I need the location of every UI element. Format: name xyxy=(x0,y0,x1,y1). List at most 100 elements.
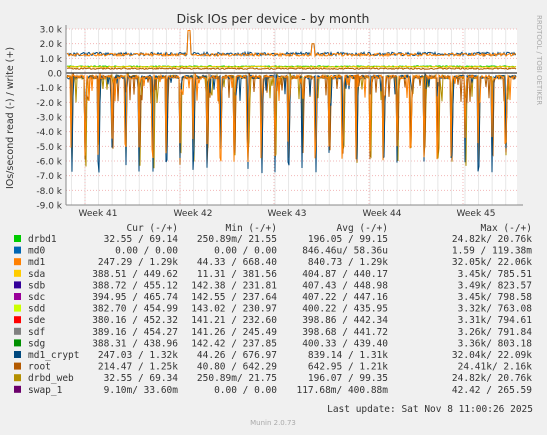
legend-avg-value: 196.07 / 99.35 xyxy=(308,373,388,384)
legend-min-value: 141.26 / 245.49 xyxy=(191,327,277,338)
rrdtool-credit: RRDTOOL / TOBI OETIKER xyxy=(535,15,543,105)
legend-max-value: 3.45k/ 785.51 xyxy=(458,269,533,280)
legend-max-value: 3.32k/ 763.08 xyxy=(458,304,533,315)
legend-max-value: 3.49k/ 823.57 xyxy=(458,280,532,291)
legend-cur-value: 247.29 / 1.29k xyxy=(98,257,178,268)
legend-avg-value: 846.46u/ 58.36u xyxy=(302,246,388,257)
legend-swatch xyxy=(14,362,21,370)
legend-series-name: sde xyxy=(28,315,45,326)
legend-avg-value: 407.22 / 447.16 xyxy=(302,292,388,303)
y-tick-label: -9.0 k xyxy=(36,202,62,212)
write-trace xyxy=(66,67,517,70)
legend-cur-value: 380.16 / 452.32 xyxy=(92,315,178,326)
legend-swatch xyxy=(14,293,21,300)
legend-min-value: 143.02 / 230.97 xyxy=(191,304,277,315)
legend-max-value: 3.36k/ 803.18 xyxy=(458,338,533,349)
legend-avg-value: 117.68m/ 400.88m xyxy=(296,385,388,396)
legend-series-name: sdf xyxy=(28,327,45,338)
legend-cur-value: 382.70 / 454.99 xyxy=(92,304,178,315)
y-tick-label: 2.0 k xyxy=(40,40,63,50)
y-axis-label: IOs/second read (-) / write (+) xyxy=(5,47,16,189)
x-tick-label: Week 43 xyxy=(268,209,307,219)
legend-swatch xyxy=(14,385,21,393)
legend-cur-value: 32.55 / 69.14 xyxy=(104,234,179,245)
legend-series-name: swap_1 xyxy=(28,385,63,396)
legend-avg-value: 407.43 / 448.98 xyxy=(302,280,388,291)
legend-swatch xyxy=(14,327,21,335)
y-tick-label: -3.0 k xyxy=(36,114,62,124)
chart-title: Disk IOs per device - by month xyxy=(177,11,370,26)
legend-cur-value: 214.47 / 1.25k xyxy=(98,362,178,373)
y-tick-label: -7.0 k xyxy=(36,172,62,182)
legend-series-name: sdg xyxy=(28,338,45,349)
legend-min-value: 141.21 / 232.60 xyxy=(191,315,277,326)
legend-cur-value: 394.95 / 465.74 xyxy=(92,292,178,303)
legend-min-value: 44.26 / 676.97 xyxy=(197,350,277,361)
legend-swatch xyxy=(14,246,21,254)
x-tick-label: Week 45 xyxy=(457,209,496,219)
read-trace xyxy=(66,72,517,163)
x-tick-label: Week 41 xyxy=(79,209,118,219)
legend-avg-value: 839.14 / 1.31k xyxy=(308,350,388,361)
legend-series-name: md1 xyxy=(28,257,45,268)
y-tick-label: 3.0 k xyxy=(40,26,63,36)
legend-series-name: drbd1 xyxy=(28,234,57,245)
axes xyxy=(65,25,523,206)
legend-swatch xyxy=(14,316,21,324)
legend-min-value: 142.42 / 237.85 xyxy=(191,338,277,349)
legend-max-value: 1.59 / 119.38m xyxy=(452,246,532,257)
y-tick-label: -8.0 k xyxy=(36,187,62,197)
legend-min-value: 44.33 / 668.40 xyxy=(197,257,277,268)
legend-header-cur: Cur (-/+) xyxy=(127,223,178,234)
legend-series-name: drbd_web xyxy=(28,373,74,384)
series-traces xyxy=(66,30,517,174)
legend-max-value: 3.45k/ 798.58 xyxy=(458,292,533,303)
y-tick-label: 1.0 k xyxy=(40,55,63,65)
legend-avg-value: 404.87 / 440.17 xyxy=(302,269,388,280)
write-trace xyxy=(66,65,517,69)
legend-max-value: 32.05k/ 22.06k xyxy=(452,257,532,268)
legend-swatch xyxy=(14,339,21,347)
y-tick-label: 0.0 xyxy=(48,70,63,80)
y-tick-label: -2.0 k xyxy=(36,99,62,109)
legend-max-value: 24.82k/ 20.76k xyxy=(452,234,532,245)
legend-cur-value: 388.31 / 438.96 xyxy=(92,338,178,349)
legend-cur-value: 389.16 / 454.27 xyxy=(92,327,178,338)
legend-min-value: 142.55 / 237.64 xyxy=(191,292,277,303)
x-axis-ticks: Week 41 Week 42 Week 43 Week 44 Week 45 xyxy=(79,209,496,219)
legend-min-value: 142.38 / 231.81 xyxy=(191,280,277,291)
legend-cur-value: 9.10m/ 33.60m xyxy=(104,385,179,396)
legend-series-name: sdd xyxy=(28,304,45,315)
legend-swatch xyxy=(14,235,21,242)
legend-max-value: 24.82k/ 20.76k xyxy=(452,373,532,384)
x-tick-label: Week 42 xyxy=(174,209,213,219)
legend-avg-value: 398.86 / 442.34 xyxy=(302,315,388,326)
legend-avg-value: 400.22 / 435.95 xyxy=(302,304,388,315)
y-tick-label: -1.0 k xyxy=(36,84,62,94)
legend-swatch xyxy=(14,258,21,266)
legend-swatch xyxy=(14,281,21,289)
legend-avg-value: 642.95 / 1.21k xyxy=(308,362,388,373)
legend-swatch xyxy=(14,304,21,312)
x-tick-label: Week 44 xyxy=(363,209,402,219)
legend-header-min: Min (-/+) xyxy=(226,223,277,234)
legend-cur-value: 388.72 / 455.12 xyxy=(92,280,178,291)
legend-avg-value: 398.68 / 441.72 xyxy=(302,327,388,338)
legend-min-value: 11.31 / 381.56 xyxy=(197,269,277,280)
y-tick-label: -6.0 k xyxy=(36,158,62,168)
legend-cur-value: 388.51 / 449.62 xyxy=(92,269,178,280)
legend-swatch xyxy=(14,351,21,358)
y-axis-ticks: 3.0 k 2.0 k 1.0 k 0.0 -1.0 k -2.0 k -3.0 k -4.0… xyxy=(36,26,62,212)
legend-min-value: 0.00 / 0.00 xyxy=(214,385,277,396)
legend-series-name: sda xyxy=(28,269,45,280)
legend-cur-value: 247.03 / 1.32k xyxy=(98,350,178,361)
legend-cur-value: 32.55 / 69.34 xyxy=(104,373,179,384)
legend-header-avg: Avg (-/+) xyxy=(337,223,388,234)
legend-cur-value: 0.00 / 0.00 xyxy=(115,246,178,257)
legend-avg-value: 840.73 / 1.29k xyxy=(308,257,388,268)
legend-swatch xyxy=(14,269,21,277)
y-tick-label: -4.0 k xyxy=(36,128,62,138)
munin-version: Munin 2.0.73 xyxy=(250,419,296,427)
